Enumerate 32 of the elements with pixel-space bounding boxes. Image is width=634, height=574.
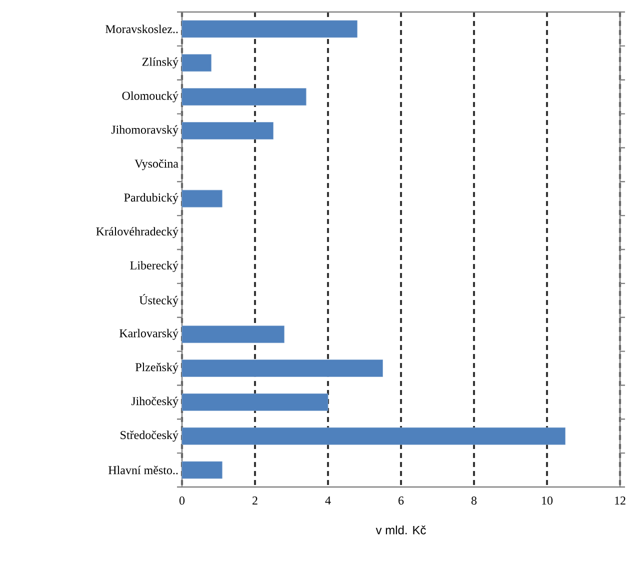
bar [182, 88, 306, 106]
bar [182, 393, 328, 411]
y-tick-label: Královéhradecký [96, 227, 178, 238]
y-tick-label: Olomoucký [122, 91, 178, 102]
y-tick-label: Jihomoravský [111, 125, 178, 136]
x-tick-label: 2 [252, 496, 258, 504]
y-tick-label: Vysočina [134, 159, 178, 170]
y-tick-label: Středočeský [120, 430, 178, 442]
x-tick-label: 10 [542, 496, 553, 505]
x-tick-label: 12 [615, 496, 626, 504]
y-tick-label: Zlínský [142, 57, 178, 68]
y-tick-label: Moravskoslez.. [105, 24, 178, 34]
bar [182, 461, 222, 479]
bar [182, 20, 358, 38]
y-tick-label: Liberecký [130, 261, 178, 272]
bar [182, 326, 284, 344]
bar [182, 427, 566, 445]
x-axis-title: v mld. Kč [376, 526, 426, 534]
y-tick-label: Jihočeský [131, 396, 178, 408]
bar [182, 360, 383, 377]
y-tick-label: Plzeňský [135, 362, 178, 374]
x-tick-label: 0 [179, 496, 185, 505]
y-tick-label: Pardubický [124, 193, 178, 204]
x-tick-label: 8 [471, 496, 477, 505]
bar [182, 122, 274, 140]
y-tick-label: Karlovarský [120, 328, 178, 340]
x-tick-label: 4 [325, 496, 331, 504]
bar [182, 190, 222, 208]
y-tick-label: Ústecký [139, 294, 178, 307]
y-tick-label: Hlavní město.. [108, 466, 178, 474]
bar [182, 54, 212, 72]
x-tick-label: 6 [398, 496, 404, 505]
